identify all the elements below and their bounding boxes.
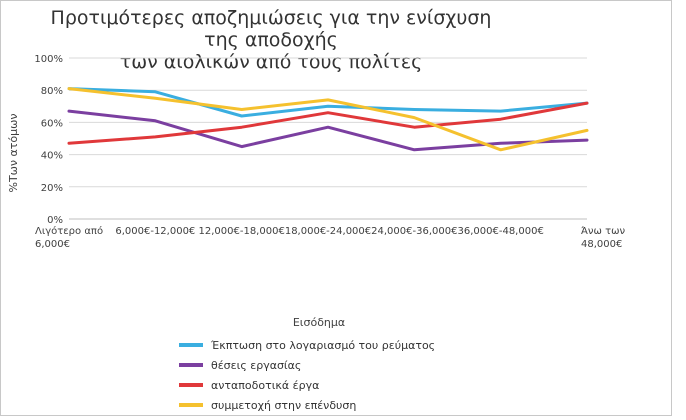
- chart-title-line-1: Προτιμότερες αποζημιώσεις για την ενίσχυ…: [50, 7, 492, 51]
- x-tick-label: 24,000€-36,000€: [371, 226, 457, 237]
- legend-item: Έκπτωση στο λογαριασμό του ρεύματος: [179, 335, 435, 355]
- legend-item: συμμετοχή στην επένδυση: [179, 395, 435, 415]
- legend-label: συμμετοχή στην επένδυση: [211, 398, 357, 412]
- legend-item: ανταποδοτικά έργα: [179, 375, 435, 395]
- y-tick-label: 20%: [41, 183, 63, 194]
- series-line-2: [67, 109, 589, 152]
- x-tick-label: 12,000€-18,000€: [199, 226, 285, 237]
- y-tick-label: 80%: [41, 86, 63, 97]
- legend-swatch: [179, 383, 203, 387]
- legend-label: Έκπτωση στο λογαριασμό του ρεύματος: [211, 338, 436, 352]
- legend-label: θέσεις εργασίας: [211, 358, 302, 372]
- chart-title: Προτιμότερες αποζημιώσεις για την ενίσχυ…: [31, 7, 511, 73]
- y-tick-label: 40%: [41, 151, 63, 162]
- x-tick-label: 6,000€-12,000€: [115, 226, 195, 237]
- series-line-3: [67, 101, 589, 145]
- x-tick-label: 18,000€-24,000€: [285, 226, 371, 237]
- series-lines: [67, 87, 589, 152]
- legend-label: ανταποδοτικά έργα: [211, 378, 320, 392]
- y-tick-label: 100%: [34, 54, 63, 65]
- y-axis-title: %Των ατόμων: [7, 114, 20, 193]
- legend: Έκπτωση στο λογαριασμό του ρεύματος θέσει…: [179, 335, 435, 415]
- line-chart: 0% 20% 40% 60% 80% 100% Λιγότερο από 6,000€ 6,0…: [7, 54, 625, 329]
- chart-title-line-2: των αιολικών από τους πολίτες: [119, 51, 423, 73]
- y-tick-label: 60%: [41, 118, 63, 129]
- x-axis-ticks: Λιγότερο από 6,000€ 6,000€-12,000€ 12,000€-…: [35, 225, 625, 250]
- legend-swatch: [179, 403, 203, 407]
- y-axis-ticks: 0% 20% 40% 60% 80% 100%: [34, 54, 63, 226]
- series-line-4: [67, 87, 589, 152]
- series-line-1: [67, 87, 589, 118]
- x-tick-label: Λιγότερο από 6,000€: [35, 225, 103, 250]
- x-tick-label: Άνω των 48,000€: [581, 225, 625, 250]
- y-tick-label: 0%: [47, 215, 63, 226]
- gridlines: [69, 57, 587, 220]
- legend-swatch: [179, 363, 203, 367]
- legend-swatch: [179, 343, 203, 347]
- legend-item: θέσεις εργασίας: [179, 355, 435, 375]
- x-axis-title: Εισόδημα: [293, 316, 345, 329]
- chart-frame: Προτιμότερες αποζημιώσεις για την ενίσχυ…: [0, 0, 672, 416]
- x-tick-label: 36,000€-48,000€: [458, 226, 544, 237]
